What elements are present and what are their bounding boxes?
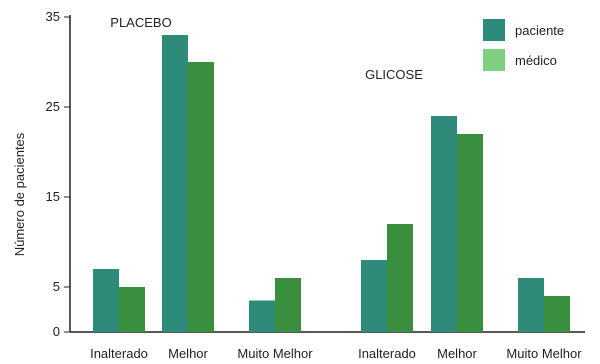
legend-label-médico: médico: [515, 53, 557, 68]
bar-paciente-3: [249, 300, 275, 332]
y-tick-label: 35: [46, 9, 60, 24]
y-tick-label: 25: [46, 99, 60, 114]
bar-médico-2: [188, 62, 214, 332]
bar-paciente-4: [361, 260, 387, 332]
x-category-label: Muito Melhor: [506, 346, 582, 361]
group-label-placebo: PLACEBO: [110, 15, 171, 30]
bars: [93, 35, 570, 332]
legend: paciente médico: [483, 19, 564, 71]
bar-paciente-2: [162, 35, 188, 332]
legend-swatch-paciente: [483, 19, 505, 41]
group-labels: PLACEBO GLICOSE: [110, 15, 423, 82]
y-tick-label: 15: [46, 189, 60, 204]
y-tick-label: 5: [53, 279, 60, 294]
x-category-label: Muito Melhor: [237, 346, 313, 361]
x-category-label: Melhor: [168, 346, 208, 361]
category-labels: Inalterado Melhor Muito Melhor Inalterado Me…: [90, 346, 582, 361]
bar-médico-1: [119, 287, 145, 332]
y-axis-label: Número de pacientes: [12, 132, 27, 256]
bar-médico-4: [387, 224, 413, 332]
y-ticks: 0 5 15 25 35: [46, 9, 70, 339]
axes-layer: [69, 15, 585, 333]
y-tick-label: 0: [53, 324, 60, 339]
bar-médico-3: [275, 278, 301, 332]
group-label-glicose: GLICOSE: [365, 67, 423, 82]
bar-médico-6: [544, 296, 570, 332]
bar-médico-5: [457, 134, 483, 332]
bar-paciente-6: [518, 278, 544, 332]
x-category-label: Melhor: [437, 346, 477, 361]
legend-swatch-médico: [483, 49, 505, 71]
legend-label-paciente: paciente: [515, 23, 564, 38]
x-category-label: Inalterado: [358, 346, 416, 361]
x-category-label: Inalterado: [90, 346, 148, 361]
bar-paciente-5: [431, 116, 457, 332]
bar-paciente-1: [93, 269, 119, 332]
